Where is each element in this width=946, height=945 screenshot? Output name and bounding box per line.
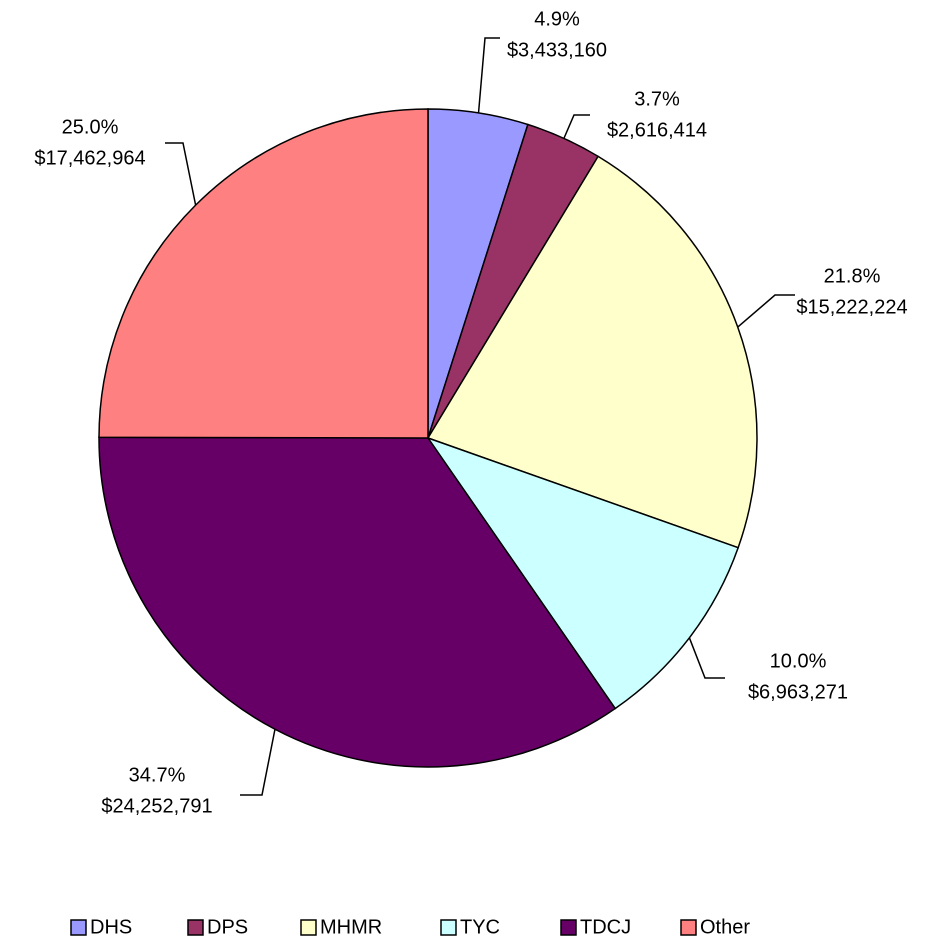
pie-slice bbox=[426, 155, 758, 549]
leader-line bbox=[563, 114, 590, 139]
legend-label: TDCJ bbox=[580, 916, 631, 938]
percent-label: 10.0% bbox=[770, 650, 827, 672]
legend-label: TYC bbox=[460, 916, 500, 938]
value-label: $15,222,224 bbox=[796, 296, 907, 318]
leader-line bbox=[737, 294, 795, 328]
pie-slice bbox=[98, 436, 617, 768]
legend-label: Other bbox=[700, 916, 750, 938]
value-label: $6,963,271 bbox=[748, 681, 848, 703]
legend-swatch bbox=[440, 919, 457, 936]
percent-label: 4.9% bbox=[534, 8, 580, 30]
percent-label: 3.7% bbox=[634, 88, 680, 110]
legend-label: MHMR bbox=[320, 916, 382, 938]
percent-label: 25.0% bbox=[62, 116, 119, 138]
legend-label: DHS bbox=[90, 916, 132, 938]
value-label: $24,252,791 bbox=[101, 795, 212, 817]
leader-line bbox=[240, 729, 276, 796]
legend-swatch bbox=[187, 919, 204, 936]
leader-line bbox=[477, 37, 500, 113]
pie-slice bbox=[98, 108, 429, 439]
pie-slice bbox=[426, 436, 740, 710]
legend-swatch bbox=[560, 919, 577, 936]
legend-label: DPS bbox=[207, 916, 248, 938]
leader-line bbox=[688, 637, 725, 679]
percent-label: 34.7% bbox=[129, 764, 186, 786]
value-label: $3,433,160 bbox=[507, 39, 607, 61]
legend-swatch bbox=[70, 919, 87, 936]
legend-swatch bbox=[300, 919, 317, 936]
legend-swatch bbox=[680, 919, 697, 936]
percent-label: 21.8% bbox=[824, 265, 881, 287]
value-label: $2,616,414 bbox=[607, 119, 707, 141]
value-label: $17,462,964 bbox=[34, 147, 145, 169]
leader-line bbox=[165, 142, 197, 206]
